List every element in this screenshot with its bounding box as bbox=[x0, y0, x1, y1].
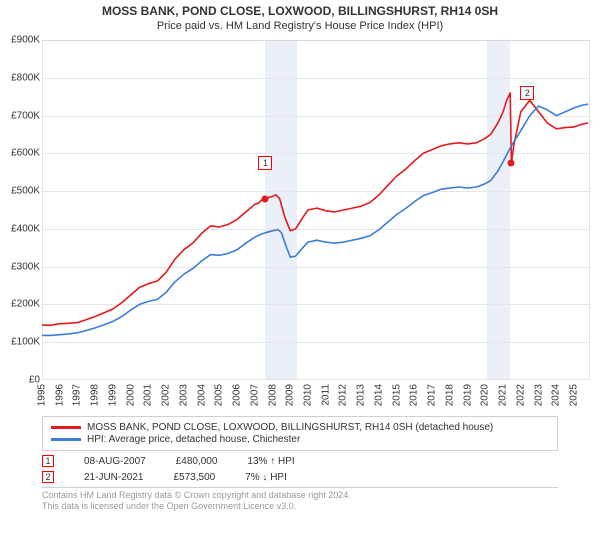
x-tick-label: 2000 bbox=[125, 384, 136, 406]
x-tick-label: 2004 bbox=[196, 384, 207, 406]
y-tick-label: £200K bbox=[11, 299, 40, 310]
x-tick-label: 2016 bbox=[409, 384, 420, 406]
tx-price-1: £480,000 bbox=[176, 456, 218, 467]
x-tick-label: 2007 bbox=[249, 384, 260, 406]
y-tick-label: £100K bbox=[11, 337, 40, 348]
chart-title: MOSS BANK, POND CLOSE, LOXWOOD, BILLINGS… bbox=[0, 4, 600, 18]
tx-marker-2: 2 bbox=[42, 471, 54, 483]
x-tick-label: 2002 bbox=[161, 384, 172, 406]
legend-row-series1: MOSS BANK, POND CLOSE, LOXWOOD, BILLINGS… bbox=[51, 422, 549, 433]
x-tick-label: 2024 bbox=[551, 384, 562, 406]
legend-label-series2: HPI: Average price, detached house, Chic… bbox=[87, 434, 300, 445]
x-tick-label: 1996 bbox=[54, 384, 65, 406]
tx-marker-box: 1 bbox=[258, 156, 272, 170]
x-tick-label: 2020 bbox=[480, 384, 491, 406]
x-tick-label: 2009 bbox=[285, 384, 296, 406]
x-tick-label: 2022 bbox=[515, 384, 526, 406]
x-tick-label: 1997 bbox=[72, 384, 83, 406]
legend-swatch-series2 bbox=[51, 438, 81, 441]
tx-dot bbox=[508, 160, 515, 167]
y-axis: £0£100K£200K£300K£400K£500K£600K£700K£80… bbox=[0, 40, 42, 380]
legend: MOSS BANK, POND CLOSE, LOXWOOD, BILLINGS… bbox=[42, 416, 558, 451]
x-axis: 1995199619971998199920002001200220032004… bbox=[42, 380, 590, 414]
y-tick-label: £300K bbox=[11, 261, 40, 272]
x-tick-label: 2012 bbox=[338, 384, 349, 406]
footer-line-1: Contains HM Land Registry data © Crown c… bbox=[42, 490, 558, 501]
x-tick-label: 2018 bbox=[444, 384, 455, 406]
y-tick-label: £400K bbox=[11, 223, 40, 234]
legend-label-series1: MOSS BANK, POND CLOSE, LOXWOOD, BILLINGS… bbox=[87, 422, 493, 433]
series-line bbox=[42, 93, 588, 325]
footer-divider bbox=[42, 487, 558, 488]
x-tick-label: 2015 bbox=[391, 384, 402, 406]
plot-svg bbox=[42, 40, 590, 380]
tx-delta-2: 7% ↓ HPI bbox=[245, 472, 287, 483]
x-tick-label: 2021 bbox=[498, 384, 509, 406]
tx-marker-box: 2 bbox=[520, 86, 534, 100]
legend-row-series2: HPI: Average price, detached house, Chic… bbox=[51, 434, 549, 445]
legend-swatch-series1 bbox=[51, 426, 81, 429]
tx-price-2: £573,500 bbox=[173, 472, 215, 483]
tx-dot bbox=[262, 195, 269, 202]
tx-date-2: 21-JUN-2021 bbox=[84, 472, 143, 483]
x-tick-label: 2005 bbox=[214, 384, 225, 406]
chart-area: £0£100K£200K£300K£400K£500K£600K£700K£80… bbox=[0, 34, 600, 414]
y-tick-label: £900K bbox=[11, 35, 40, 46]
x-tick-label: 2023 bbox=[533, 384, 544, 406]
chart-subtitle: Price paid vs. HM Land Registry's House … bbox=[0, 20, 600, 32]
tx-marker-1: 1 bbox=[42, 455, 54, 467]
footer-line-2: This data is licensed under the Open Gov… bbox=[42, 501, 558, 512]
transaction-row-1: 1 08-AUG-2007 £480,000 13% ↑ HPI bbox=[42, 455, 558, 467]
x-tick-label: 1995 bbox=[37, 384, 48, 406]
tx-delta-1: 13% ↑ HPI bbox=[247, 456, 294, 467]
y-tick-label: £700K bbox=[11, 110, 40, 121]
x-tick-label: 2003 bbox=[178, 384, 189, 406]
tx-date-1: 08-AUG-2007 bbox=[84, 456, 146, 467]
x-tick-label: 2001 bbox=[143, 384, 154, 406]
x-tick-label: 2019 bbox=[462, 384, 473, 406]
x-tick-label: 2025 bbox=[569, 384, 580, 406]
x-tick-label: 2006 bbox=[232, 384, 243, 406]
x-tick-label: 2011 bbox=[320, 384, 331, 406]
x-tick-label: 2014 bbox=[373, 384, 384, 406]
x-tick-label: 2010 bbox=[303, 384, 314, 406]
x-tick-label: 1998 bbox=[90, 384, 101, 406]
x-tick-label: 2008 bbox=[267, 384, 278, 406]
transaction-row-2: 2 21-JUN-2021 £573,500 7% ↓ HPI bbox=[42, 471, 558, 483]
x-tick-label: 2017 bbox=[427, 384, 438, 406]
x-tick-label: 1999 bbox=[107, 384, 118, 406]
y-tick-label: £500K bbox=[11, 186, 40, 197]
plot-region: 12 bbox=[42, 40, 590, 380]
x-tick-label: 2013 bbox=[356, 384, 367, 406]
y-tick-label: £800K bbox=[11, 72, 40, 83]
y-tick-label: £600K bbox=[11, 148, 40, 159]
